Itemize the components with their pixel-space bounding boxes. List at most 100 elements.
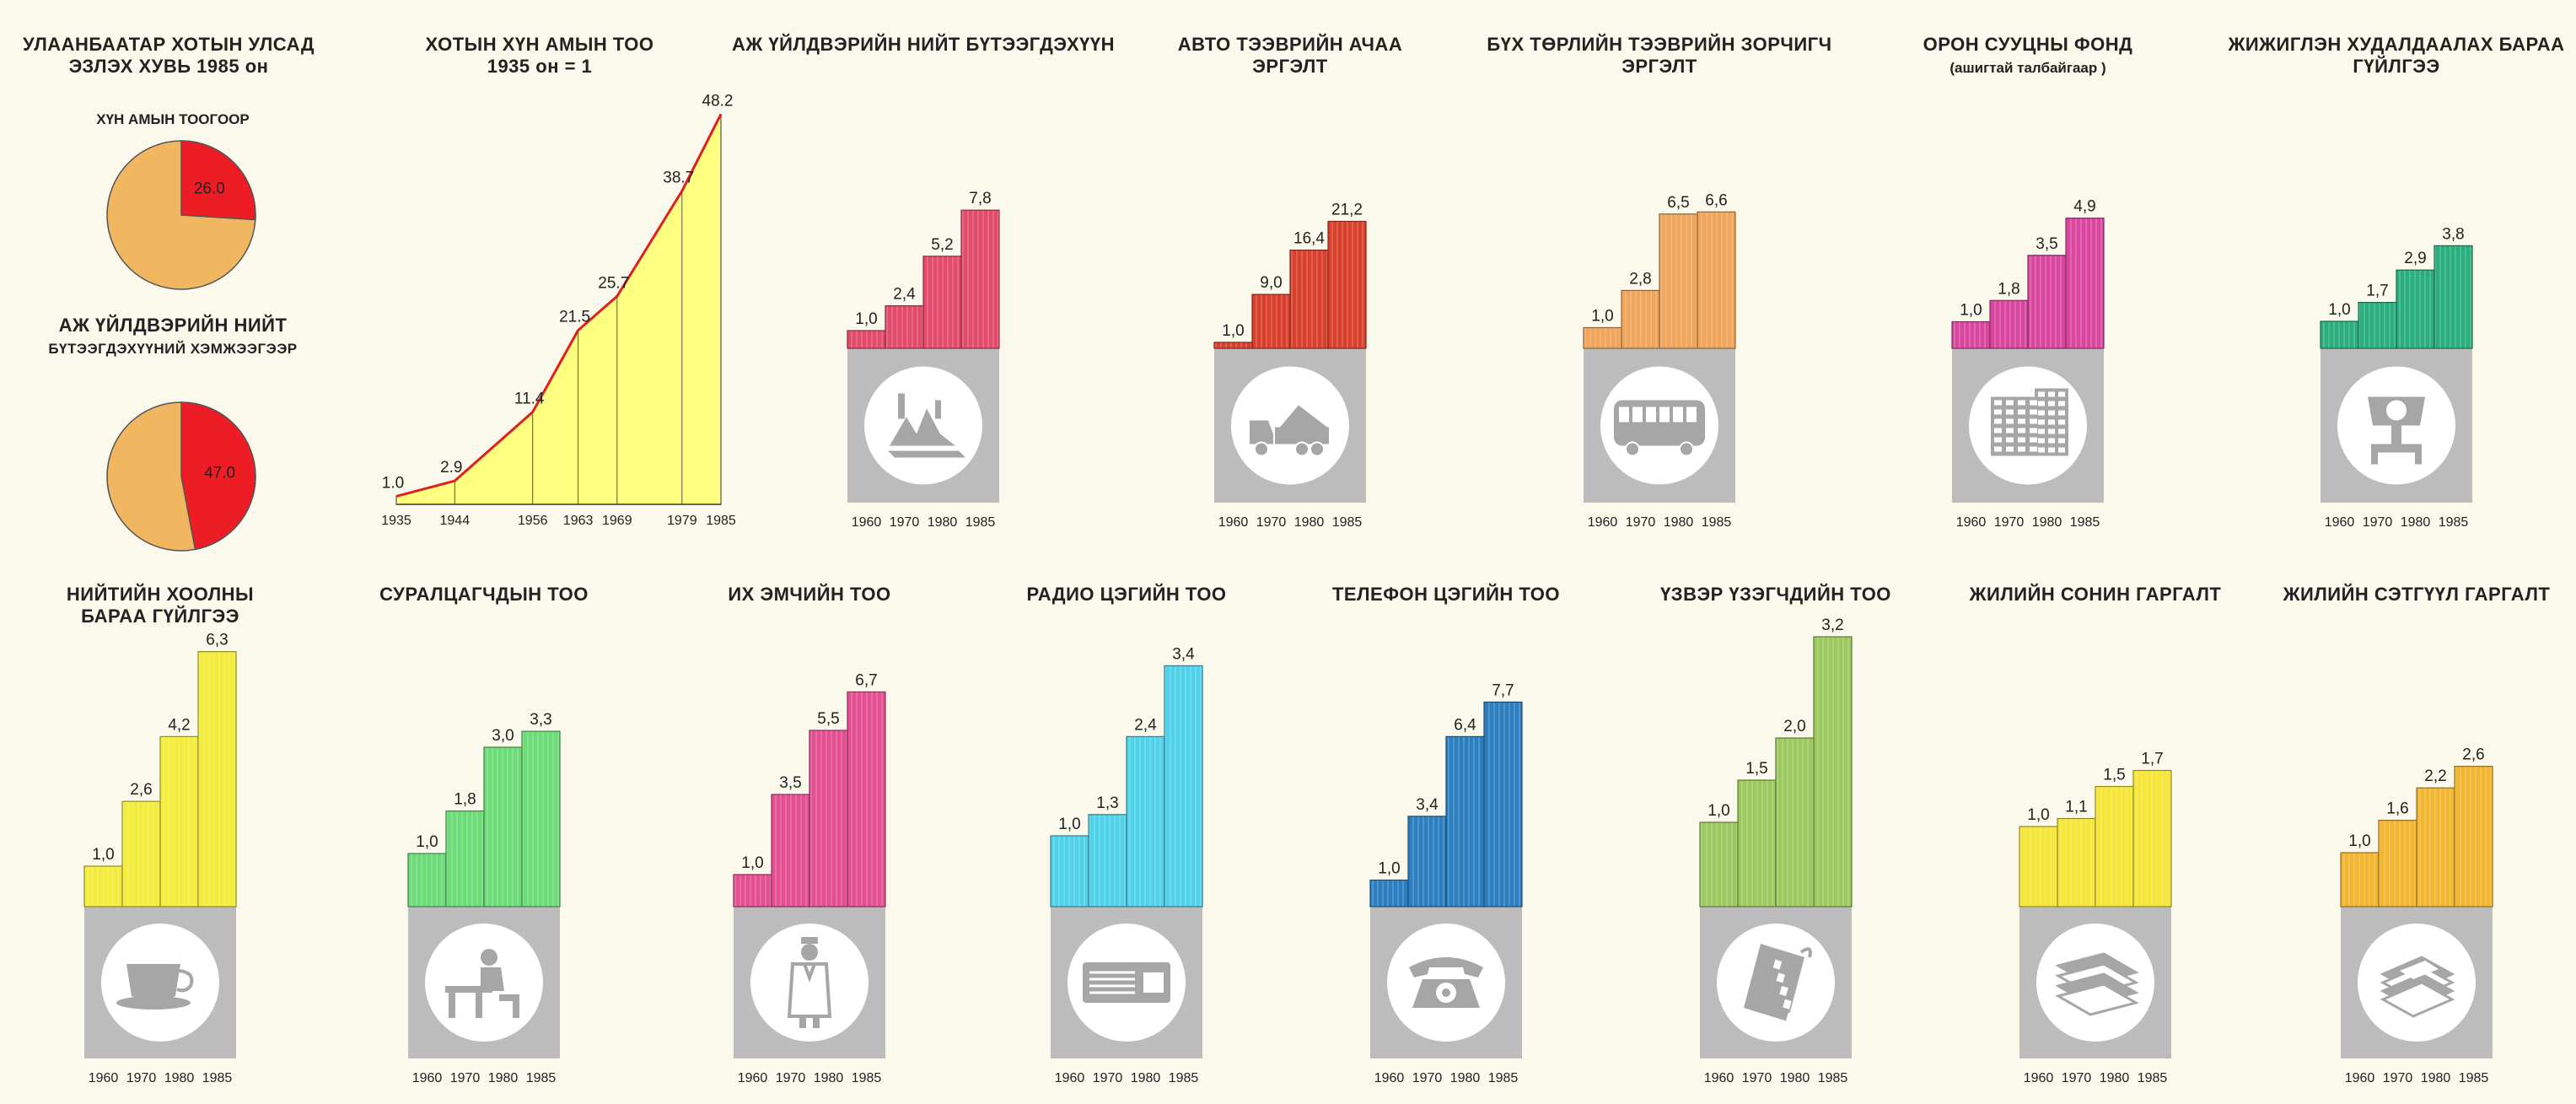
bar-1980: [1775, 737, 1815, 907]
bar-1970: [1088, 814, 1127, 907]
bar-value-label: 2,4: [893, 286, 916, 304]
bar-1985: [2454, 765, 2493, 907]
scale-icon: [2368, 396, 2425, 465]
point-value-label: 48.2: [702, 92, 734, 110]
bar-1970: [2378, 819, 2417, 907]
year-tick-label: 1970: [1626, 515, 1656, 530]
year-tick-label: 1960: [1374, 1071, 1405, 1085]
bar-1970: [885, 305, 924, 349]
bar-1980: [2095, 785, 2134, 907]
year-tick-label: 1960: [1588, 515, 1618, 530]
bar-value-label: 1,0: [1222, 322, 1244, 340]
bar-1970: [1989, 299, 2029, 349]
bar-value-label: 2,0: [1783, 718, 1805, 735]
bar-1980: [1445, 735, 1485, 907]
chart-subtitle: БАРАА ГҮЙЛГЭЭ: [81, 606, 239, 627]
pie-value-label: 26.0: [194, 180, 225, 198]
point-value-label: 21.5: [559, 309, 590, 326]
bar-1960: [2320, 320, 2359, 349]
bar-chart-b13: ЖИЛИЙН СЭТГҮҮЛ ГАРГАЛТ 1,0 1960 1,6 1970 2,2 1…: [2283, 584, 2550, 1085]
year-tick-label: 1980: [1131, 1071, 1161, 1085]
bar-value-label: 6,7: [855, 671, 877, 689]
year-tick-label: 1985: [1169, 1071, 1199, 1085]
bar-1960: [2019, 826, 2058, 907]
year-tick-label: 1970: [1093, 1071, 1123, 1085]
bar-1980: [159, 735, 199, 907]
bar-value-label: 1,1: [2065, 799, 2087, 816]
coffee-cup-icon: [116, 964, 194, 1010]
chart-title: АВТО ТЭЭВРИЙН АЧАА: [1178, 34, 1402, 55]
chart-title: ИХ ЭМЧИЙН ТОО: [728, 584, 890, 605]
bar-chart-b11: ҮЗВЭР ҮЗЭГЧДИЙН ТОО 1,0 1960 1,5 1970 2,0 1980…: [1660, 584, 1890, 1085]
bar-value-label: 2,9: [2404, 250, 2426, 267]
factory-icon: [888, 393, 965, 458]
year-tick-label: 1980: [2032, 515, 2062, 530]
bar-1970: [121, 800, 161, 907]
chart-title: СУРАЛЦАГЧДЫН ТОО: [379, 584, 589, 605]
year-tick-label: 1960: [738, 1071, 768, 1085]
year-tick-label: 1960: [2024, 1071, 2054, 1085]
chart-title: УЛААНБААТАР ХОТЫН УЛСАД ЭЗЛЭХ ХУВЬ 1985 о…: [23, 34, 315, 77]
pie-value-slice: [180, 140, 256, 221]
year-tick-label: 1985: [1488, 1071, 1519, 1085]
year-tick-label: 1963: [563, 514, 594, 528]
magazine-icon: [2380, 956, 2455, 1018]
year-tick-label: 1935: [381, 514, 411, 528]
bar-value-label: 1,0: [1960, 302, 1982, 320]
bar-1960: [847, 330, 886, 349]
bar-value-label: 2,8: [1629, 270, 1651, 288]
bar-1985: [2433, 245, 2473, 349]
bar-value-label: 1,0: [1058, 816, 1080, 833]
year-tick-label: 1985: [2459, 1071, 2489, 1085]
bar-value-label: 6,5: [1667, 194, 1689, 212]
year-tick-label: 1960: [89, 1071, 119, 1085]
chart-title: РАДИО ЦЭГИЙН ТОО: [1026, 584, 1226, 605]
bar-chart-b7: СУРАЛЦАГЧДЫН ТОО 1,0 1960 1,8 1970 3,0 1980 3,3…: [379, 584, 589, 1085]
bar-1985: [2065, 218, 2105, 349]
year-tick-label: 1960: [1218, 515, 1249, 530]
icon-disc: [750, 924, 869, 1042]
chart-title: ОРОН СУУЦНЫ ФОНД: [1923, 34, 2133, 55]
bar-value-label: 1,0: [855, 310, 877, 328]
bar-1980: [1126, 735, 1165, 907]
year-tick-label: 1970: [890, 515, 920, 530]
bar-value-label: 5,2: [931, 236, 953, 254]
bar-1985: [847, 691, 886, 907]
bar-1980: [2416, 787, 2455, 907]
bar-value-label: 3,4: [1416, 796, 1439, 814]
bar-1970: [1621, 289, 1660, 349]
point-value-label: 1.0: [382, 474, 404, 492]
chart-subtitle: ЭРГЭЛТ: [1252, 56, 1328, 77]
bar-value-label: 7,8: [969, 190, 991, 207]
bar-1985: [1164, 665, 1203, 907]
bar-1970: [1737, 779, 1777, 907]
bar-value-label: 1,7: [2366, 283, 2388, 300]
chart-subtitle: ГҮЙЛГЭЭ: [2353, 56, 2439, 77]
year-tick-label: 1960: [1055, 1071, 1085, 1085]
point-value-label: 11.4: [514, 390, 545, 408]
doctor-icon: [787, 937, 832, 1028]
bar-1980: [809, 730, 848, 907]
bar-1960: [733, 874, 772, 907]
point-value-label: 38.7: [663, 169, 694, 186]
bar-1960: [2340, 852, 2380, 907]
year-tick-label: 1956: [518, 514, 548, 528]
pie-label: ХҮН АМЫН ТООГООР: [96, 111, 249, 127]
bar-value-label: 3,5: [2036, 235, 2057, 253]
year-tick-label: 1985: [1702, 515, 1732, 530]
bar-value-label: 9,0: [1260, 274, 1282, 292]
bar-value-label: 1,0: [2328, 301, 2350, 319]
year-tick-label: 1985: [965, 515, 996, 530]
bar-value-label: 2,6: [2462, 746, 2484, 764]
bar-value-label: 1,8: [1998, 280, 2019, 298]
pie-value-slice: [180, 401, 256, 551]
bar-1985: [1813, 636, 1853, 907]
year-tick-label: 1980: [2421, 1071, 2451, 1085]
year-tick-label: 1980: [814, 1071, 844, 1085]
bar-value-label: 1,0: [741, 854, 763, 872]
bar-value-label: 1,6: [2386, 800, 2408, 818]
year-tick-label: 1979: [667, 514, 697, 528]
year-tick-label: 1985: [2138, 1071, 2168, 1085]
bar-value-label: 1,0: [416, 833, 438, 851]
